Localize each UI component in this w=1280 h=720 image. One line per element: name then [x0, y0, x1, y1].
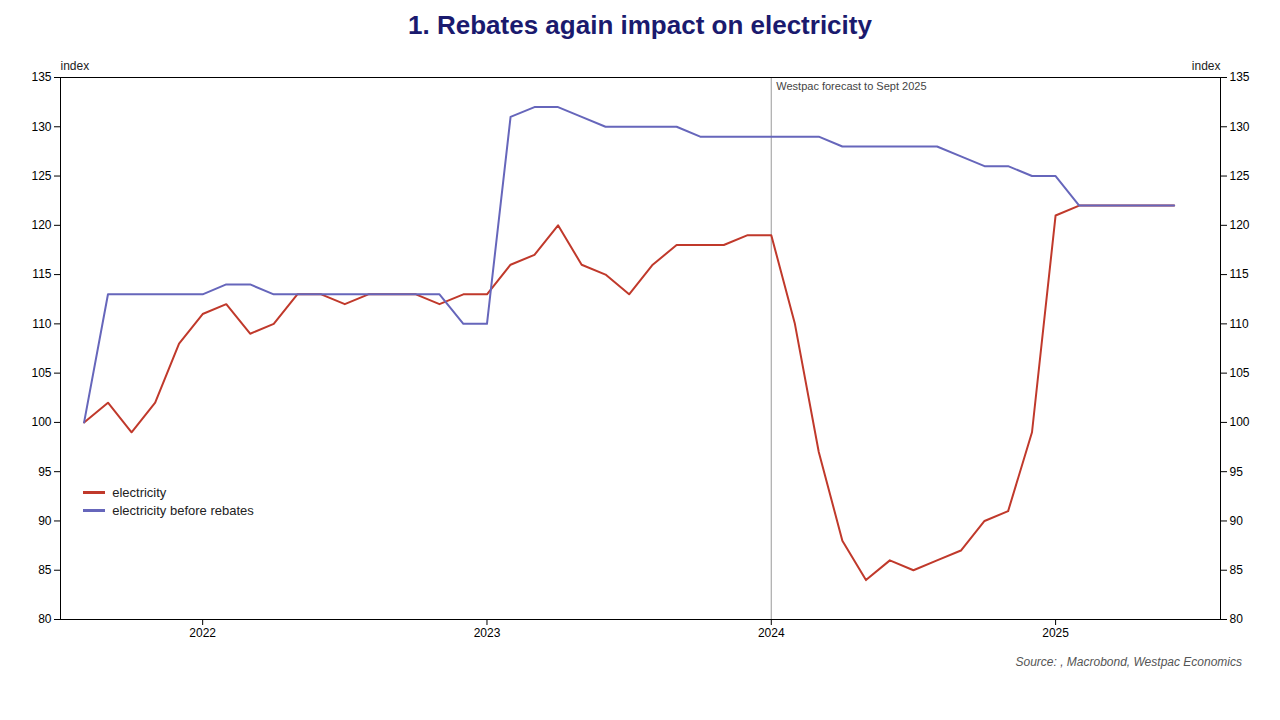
svg-text:135: 135 — [31, 70, 51, 84]
svg-text:85: 85 — [38, 563, 52, 577]
svg-text:125: 125 — [31, 169, 51, 183]
svg-text:80: 80 — [1230, 612, 1244, 626]
html-text:1. Rebates again impact on ele: 1. Rebates again impact on electricity — [408, 10, 872, 40]
svg-text:130: 130 — [31, 120, 51, 134]
svg-text:115: 115 — [32, 267, 51, 281]
svg-text:2025: 2025 — [1042, 626, 1069, 640]
svg-text:110: 110 — [32, 317, 51, 331]
svg-text:85: 85 — [1230, 563, 1244, 577]
svg-text:100: 100 — [1230, 415, 1250, 429]
svg-text:115: 115 — [1230, 267, 1249, 281]
svg-text:Westpac forecast to Sept 2025: Westpac forecast to Sept 2025 — [776, 80, 926, 92]
html-text:Source: , Macrobond, Westpac E: Source: , Macrobond, Westpac Economics — [1015, 655, 1242, 669]
svg-text:2024: 2024 — [758, 626, 785, 640]
html-text:electricity: electricity — [112, 485, 167, 501]
svg-text:2022: 2022 — [189, 626, 216, 640]
svg-text:95: 95 — [38, 465, 52, 479]
svg-text:120: 120 — [1230, 218, 1250, 232]
svg-text:index: index — [61, 59, 90, 73]
svg-text:90: 90 — [1230, 514, 1244, 528]
html-text:electricity before rebates: electricity before rebates — [112, 503, 254, 519]
svg-text:80: 80 — [38, 612, 52, 626]
svg-text:125: 125 — [1230, 169, 1250, 183]
svg-text:135: 135 — [1230, 70, 1250, 84]
svg-text:120: 120 — [31, 218, 51, 232]
svg-text:110: 110 — [1230, 317, 1249, 331]
svg-text:95: 95 — [1230, 465, 1244, 479]
svg-text:105: 105 — [1230, 366, 1250, 380]
svg-text:100: 100 — [31, 415, 51, 429]
svg-text:index: index — [1192, 59, 1221, 73]
svg-text:105: 105 — [31, 366, 51, 380]
svg-text:130: 130 — [1230, 120, 1250, 134]
svg-text:2023: 2023 — [474, 626, 501, 640]
svg-text:90: 90 — [38, 514, 52, 528]
